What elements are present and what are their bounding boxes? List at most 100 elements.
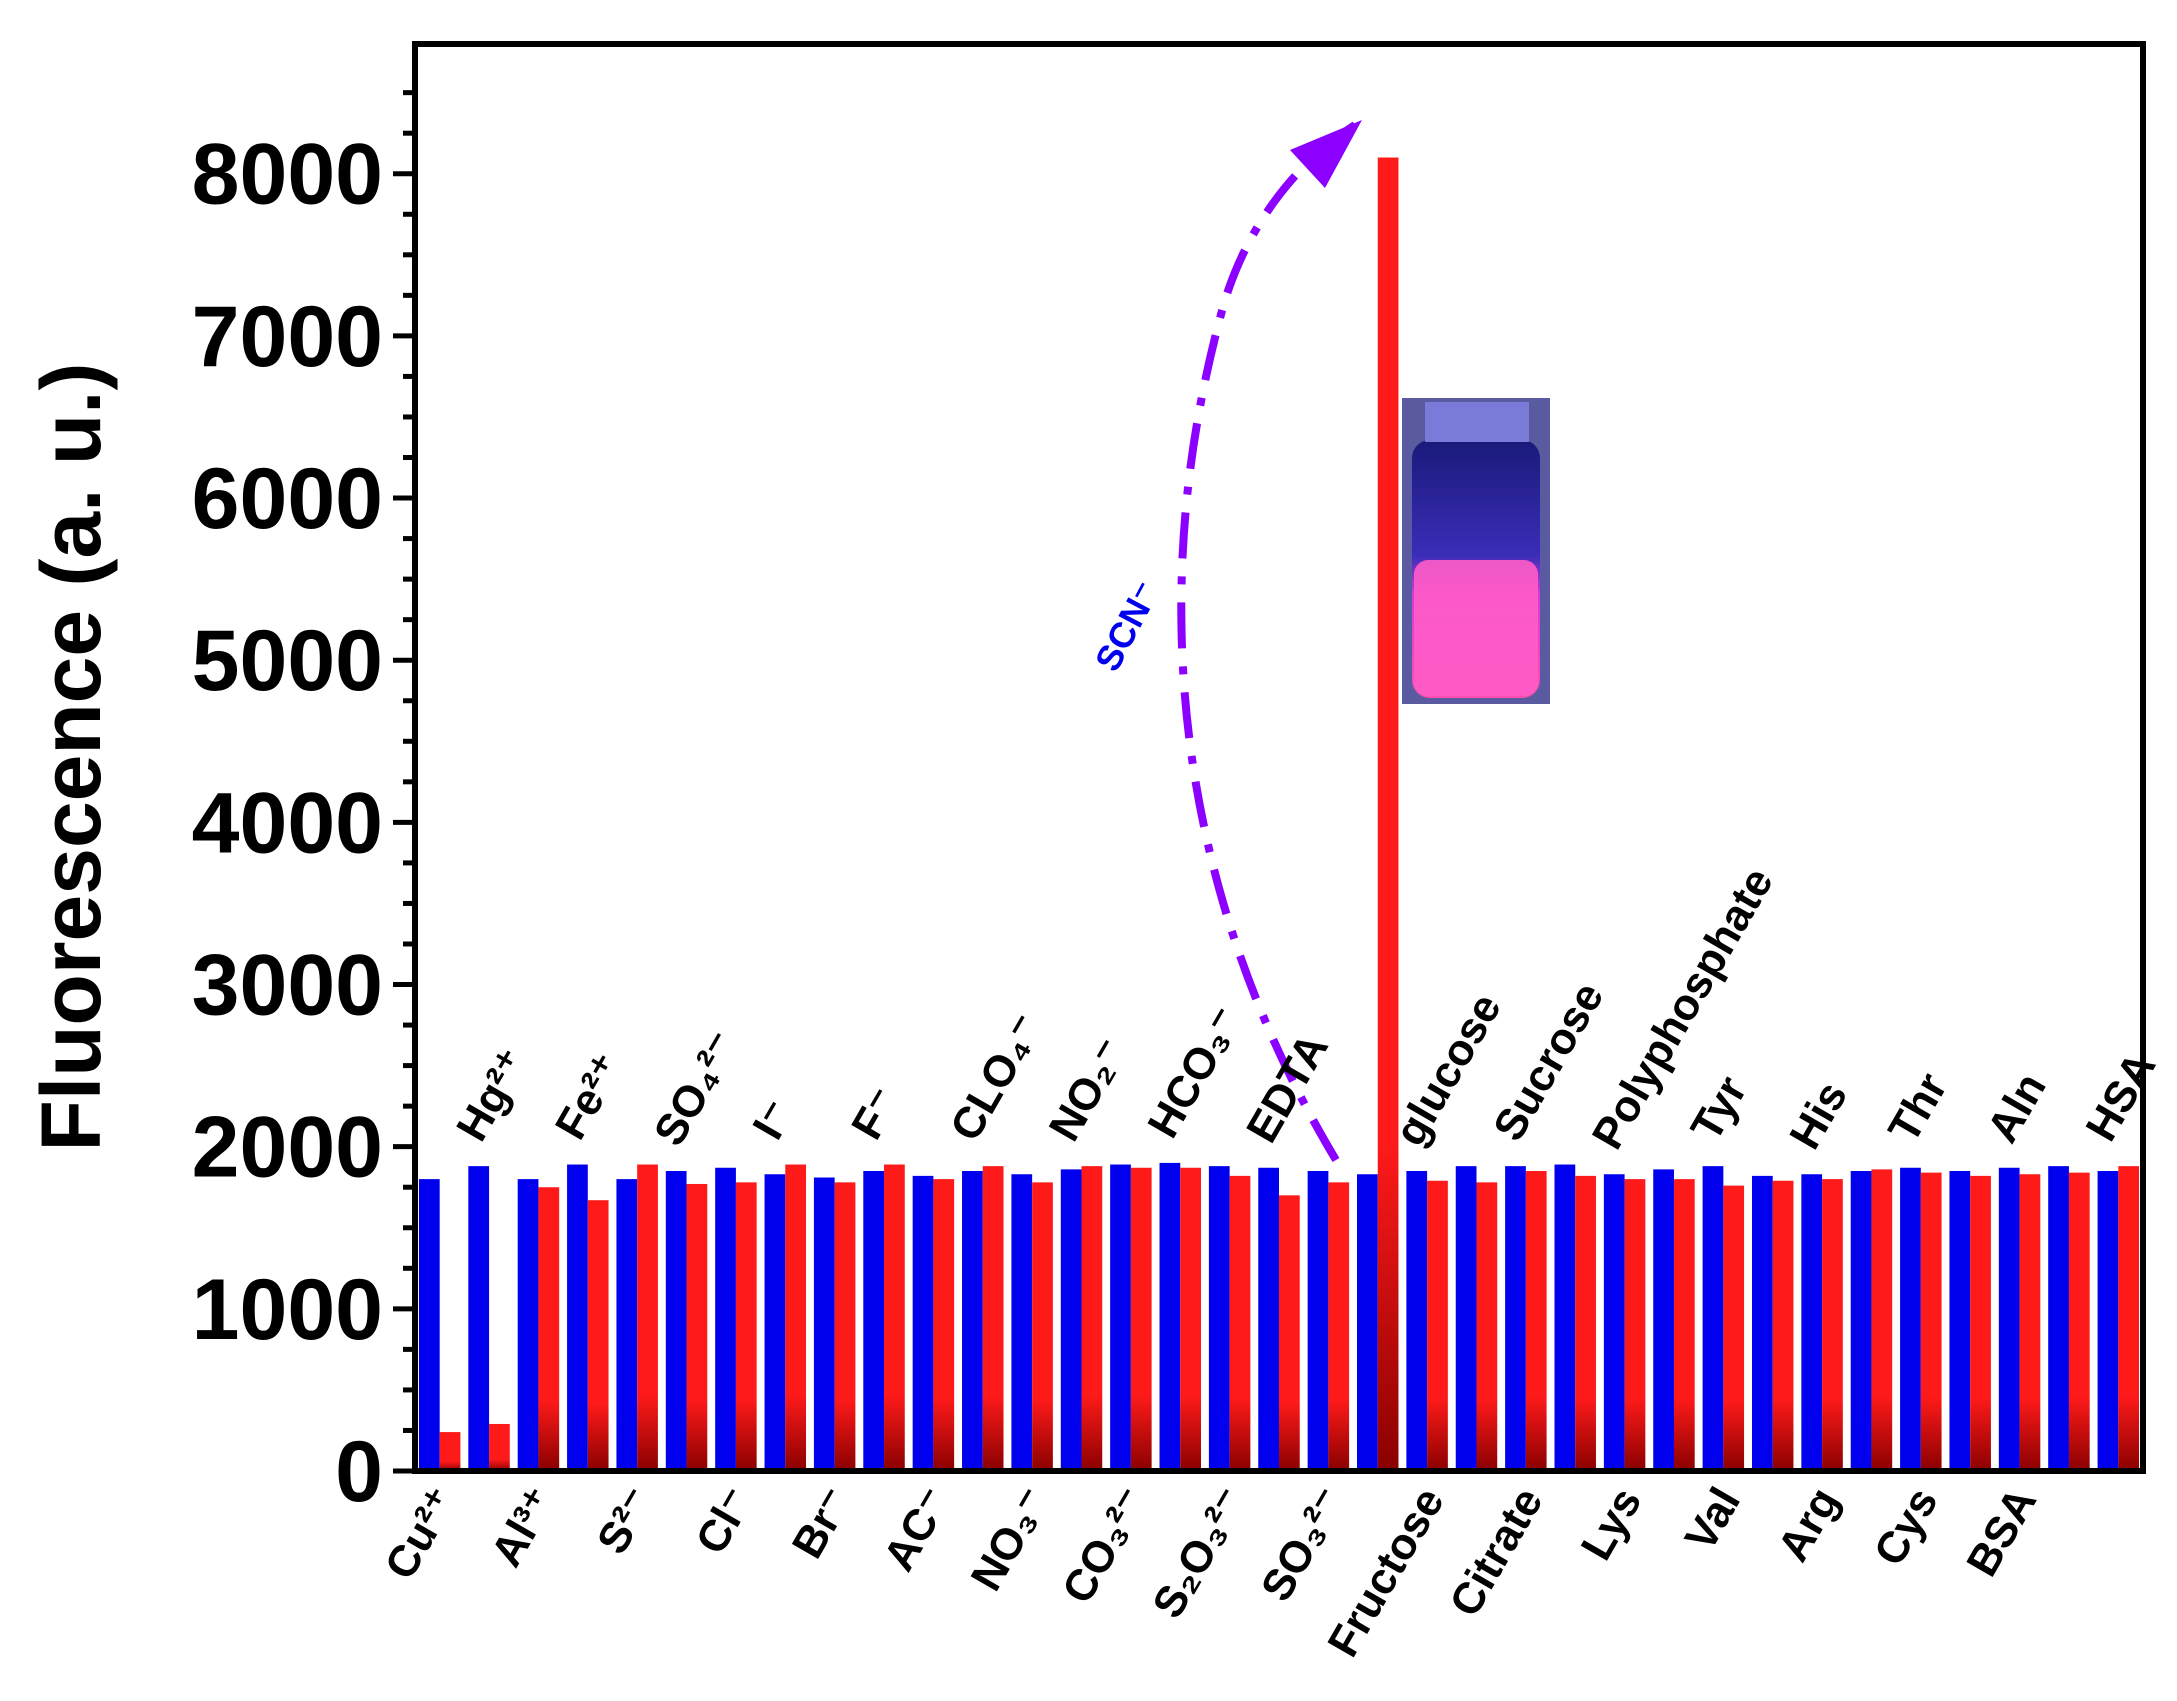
bar-blue xyxy=(764,1174,786,1471)
bar-blue xyxy=(418,1179,440,1471)
category-label-top: Tyr xyxy=(1682,1068,1757,1149)
category-label-top: I⁻ xyxy=(744,1092,804,1147)
bar-blue xyxy=(962,1171,983,1471)
bar-blue xyxy=(1455,1166,1477,1471)
bar-red xyxy=(1772,1180,1794,1471)
y-tick-label: 2000 xyxy=(192,1100,383,1196)
bar-red xyxy=(1032,1182,1053,1471)
bar-blue xyxy=(1801,1174,1823,1471)
category-label-top: His xyxy=(1780,1073,1857,1157)
bar-blue xyxy=(1357,1174,1378,1471)
category-label-top: Thr xyxy=(1879,1065,1957,1151)
vial-liquid-glow xyxy=(1414,560,1538,696)
bar-red xyxy=(439,1432,461,1471)
bar-blue xyxy=(1998,1167,2020,1471)
category-label-bottom: Cl⁻ xyxy=(687,1480,763,1563)
axes-group: 0 1000 2000 3000 4000 5000 6000 7000 8000 xyxy=(192,41,2146,1520)
bar-blue xyxy=(1307,1171,1329,1471)
bar-red xyxy=(2019,1174,2041,1471)
category-label-bottom: AC⁻ xyxy=(874,1480,960,1580)
bar-blue xyxy=(468,1166,490,1471)
bar-red xyxy=(1180,1167,1201,1471)
bar-blue xyxy=(715,1167,736,1471)
bar-blue xyxy=(1011,1174,1033,1471)
bar-blue xyxy=(1505,1166,1526,1471)
category-label-bottom: Citrate xyxy=(1440,1480,1552,1625)
category-label-top: Hg²⁺ xyxy=(447,1041,538,1149)
bar-blue xyxy=(1850,1171,1872,1471)
bar-red xyxy=(2068,1172,2090,1471)
category-label-top: Aln xyxy=(1978,1065,2056,1151)
bars-group xyxy=(418,157,2140,1472)
bar-blue xyxy=(1900,1167,1921,1471)
bar-blue xyxy=(1406,1171,1428,1471)
bar-red xyxy=(1525,1171,1547,1471)
bar-red xyxy=(637,1164,658,1471)
category-label-top: SO₄²⁻ xyxy=(645,1023,749,1154)
bar-red xyxy=(1279,1195,1300,1471)
bar-red xyxy=(785,1164,807,1471)
y-tick-label: 7000 xyxy=(192,289,383,385)
bar-blue xyxy=(1702,1166,1724,1471)
bar-red xyxy=(1377,157,1399,1472)
plot-frame xyxy=(412,41,2146,1474)
y-tick-label: 0 xyxy=(335,1424,383,1520)
y-tick-label: 1000 xyxy=(192,1262,383,1358)
bar-blue xyxy=(1208,1166,1230,1471)
bar-red xyxy=(1328,1182,1350,1471)
bar-red xyxy=(1476,1182,1498,1471)
category-label-bottom: Br⁻ xyxy=(783,1480,861,1567)
y-tick-label: 8000 xyxy=(192,127,383,223)
bar-red xyxy=(1920,1172,1942,1471)
bar-red xyxy=(884,1164,905,1471)
category-label-bottom: Al³⁺ xyxy=(482,1480,565,1575)
y-tick-label: 3000 xyxy=(192,938,383,1034)
bar-red xyxy=(982,1166,1004,1471)
bar-blue xyxy=(665,1171,687,1471)
bar-red xyxy=(735,1182,757,1471)
vial-neck xyxy=(1425,402,1529,442)
y-tick-label: 6000 xyxy=(192,451,383,547)
bar-blue xyxy=(863,1171,885,1471)
category-label-bottom: Val xyxy=(1676,1480,1750,1560)
bar-red xyxy=(1081,1166,1103,1471)
y-tick-label: 5000 xyxy=(192,613,383,709)
category-label-bottom: SO₃²⁻ xyxy=(1252,1480,1355,1610)
bar-blue xyxy=(1110,1164,1131,1471)
bar-blue xyxy=(1258,1167,1279,1471)
bar-red xyxy=(1130,1167,1152,1471)
bar-red xyxy=(1427,1180,1448,1471)
category-label-top: NO₂⁻ xyxy=(1040,1030,1137,1149)
category-label-bottom: BSA xyxy=(1957,1480,2046,1585)
bar-red xyxy=(489,1423,510,1471)
bar-blue xyxy=(2097,1171,2119,1471)
category-label-bottom: S²⁻ xyxy=(588,1480,664,1563)
category-label-bottom: S₂O₃²⁻ xyxy=(1143,1480,1256,1627)
bar-red xyxy=(686,1183,708,1471)
bar-blue xyxy=(1751,1175,1773,1471)
bar-red xyxy=(1822,1179,1843,1471)
category-label-top: Fe²⁺ xyxy=(546,1046,633,1148)
scn-annotation-label: SCN⁻ xyxy=(1087,575,1168,678)
category-label-bottom: Cys xyxy=(1865,1480,1948,1574)
bar-blue xyxy=(2048,1166,2069,1471)
bar-red xyxy=(1970,1175,1991,1471)
bar-red xyxy=(538,1187,560,1471)
category-label-top: HSA xyxy=(2077,1044,2166,1149)
category-label-top: Polyphosphate xyxy=(1583,860,1783,1158)
bar-red xyxy=(834,1182,856,1471)
category-label-bottom: Cu²⁺ xyxy=(376,1480,467,1588)
bar-red xyxy=(1624,1179,1646,1471)
bar-blue xyxy=(813,1177,835,1471)
bar-blue xyxy=(1653,1169,1674,1471)
y-tick-label: 4000 xyxy=(192,775,383,871)
bar-red xyxy=(1673,1179,1695,1471)
category-label-bottom: CO₃²⁻ xyxy=(1053,1480,1158,1612)
bar-red xyxy=(1229,1175,1251,1471)
bar-red xyxy=(1723,1185,1745,1471)
scn-arrow xyxy=(1177,121,1358,1163)
scn-annotation: SCN⁻ xyxy=(1087,120,1362,1163)
bar-blue xyxy=(567,1164,588,1471)
bar-red xyxy=(587,1200,609,1471)
